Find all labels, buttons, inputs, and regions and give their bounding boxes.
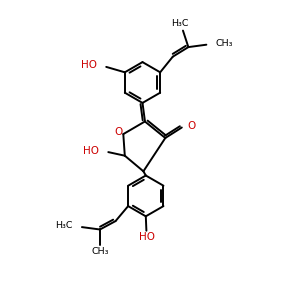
Text: HO: HO (81, 60, 97, 70)
Text: H₃C: H₃C (171, 20, 189, 28)
Text: O: O (187, 121, 196, 131)
Text: HO: HO (83, 146, 99, 156)
Text: CH₃: CH₃ (215, 39, 233, 48)
Text: HO: HO (139, 232, 155, 242)
Text: CH₃: CH₃ (91, 247, 109, 256)
Text: H₃C: H₃C (56, 221, 73, 230)
Text: O: O (114, 127, 123, 137)
